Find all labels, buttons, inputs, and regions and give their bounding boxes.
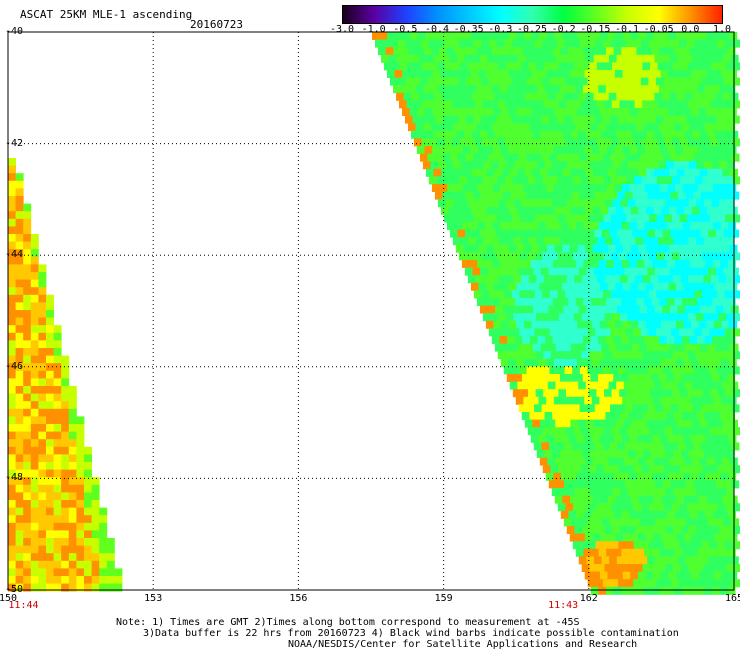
colorbar-tick-label: -0.3	[488, 24, 513, 35]
colorbar-tick-label: -0.1	[614, 24, 640, 35]
latitude-label: -50	[5, 584, 24, 595]
longitude-label: 162	[579, 593, 598, 604]
colorbar-tick-label: -0.25	[516, 24, 548, 35]
map-frame	[7, 31, 735, 591]
grid-lines	[7, 31, 735, 591]
time-label: 11:43	[548, 600, 579, 611]
note-line-3: NOAA/NESDIS/Center for Satellite Applica…	[288, 639, 638, 650]
longitude-label: 159	[434, 593, 453, 604]
swath-map	[7, 31, 740, 595]
colorbar-tick-label: -0.4	[424, 24, 450, 35]
colorbar-tick-label: -0.35	[453, 24, 484, 35]
swath-cells	[8, 32, 740, 595]
longitude-label: 150	[0, 593, 18, 604]
latitude-label: -44	[5, 249, 24, 261]
colorbar-gradient	[342, 5, 723, 24]
latitude-label: -40	[5, 26, 24, 37]
colorbar-tick-label: -0.5	[393, 24, 418, 35]
note-line-1: Note: 1) Times are GMT 2)Times along bot…	[116, 617, 580, 628]
colorbar-tick-label: 1.0	[712, 24, 732, 35]
longitude-label: 165	[724, 593, 740, 604]
colorbar-tick-label: -3.0	[329, 24, 355, 35]
latitude-label: -46	[5, 360, 24, 372]
colorbar-tick-label: -0.05	[643, 24, 674, 35]
chart-title: ASCAT 25KM MLE-1 ascending	[20, 8, 193, 21]
time-label: 11:44	[8, 600, 39, 611]
colorbar	[342, 5, 723, 24]
colorbar-tick-label: 0.0	[681, 24, 700, 35]
colorbar-tick-label: -1.0	[361, 24, 386, 35]
longitude-label: 156	[289, 593, 308, 604]
longitude-label: 153	[144, 593, 163, 604]
colorbar-tick-label: -0.2	[551, 24, 576, 35]
latitude-label: -48	[5, 472, 24, 484]
colorbar-tick-label: -0.15	[580, 24, 611, 35]
chart-date: 20160723	[190, 18, 243, 31]
note-line-2: 3)Data buffer is 22 hrs from 20160723 4)…	[143, 628, 679, 639]
latitude-label: -42	[5, 137, 24, 149]
